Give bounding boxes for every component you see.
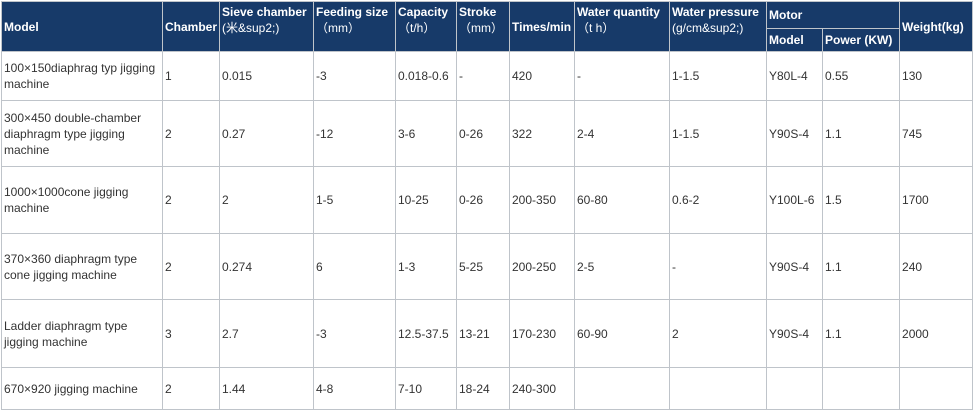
header-water-quantity: Water quantity （t h） — [574, 1, 670, 52]
cell-weight: 1700 — [899, 166, 974, 234]
cell-capacity: 12.5-37.5 — [395, 299, 457, 368]
cell-water-pressure — [669, 367, 767, 410]
cell-model: 300×450 double-chamber diaphragm type ji… — [1, 100, 163, 167]
cell-model: 370×360 diaphragm type cone jigging mach… — [1, 233, 163, 300]
header-times-min: Times/min — [509, 1, 575, 52]
cell-motor-model: Y90S-4 — [766, 100, 823, 167]
cell-stroke: 0-26 — [456, 100, 510, 167]
cell-water-pressure: 1-1.5 — [669, 100, 767, 167]
cell-times-min: 240-300 — [509, 367, 575, 410]
cell-chamber: 2 — [162, 233, 220, 300]
cell-water-quantity: 2-4 — [574, 100, 670, 167]
cell-capacity: 1-3 — [395, 233, 457, 300]
cell-feeding-size: 4-8 — [313, 367, 396, 410]
cell-sieve-chamber: 0.274 — [219, 233, 314, 300]
header-water-pressure-unit: (g/cm&sup2;) — [672, 21, 744, 35]
cell-sieve-chamber: 0.015 — [219, 51, 314, 101]
cell-chamber: 2 — [162, 367, 220, 410]
cell-capacity: 3-6 — [395, 100, 457, 167]
cell-capacity: 7-10 — [395, 367, 457, 410]
cell-water-pressure: - — [669, 233, 767, 300]
table-row: 370×360 diaphragm type cone jigging mach… — [1, 233, 974, 300]
cell-times-min: 170-230 — [509, 299, 575, 368]
header-feeding-size: Feeding size （mm） — [313, 1, 396, 52]
cell-stroke: 5-25 — [456, 233, 510, 300]
cell-weight: 240 — [899, 233, 974, 300]
cell-motor-power: 1.1 — [821, 299, 901, 368]
cell-motor-model: Y90S-4 — [766, 233, 823, 300]
header-water-quantity-unit: （t h） — [577, 21, 615, 35]
cell-stroke: 13-21 — [456, 299, 510, 368]
cell-water-quantity: 60-90 — [574, 299, 670, 368]
cell-water-quantity: - — [574, 51, 670, 101]
cell-model: 100×150diaphrag typ jigging machine — [1, 51, 163, 101]
cell-motor-model: Y100L-6 — [766, 166, 823, 234]
cell-sieve-chamber: 1.44 — [219, 367, 314, 410]
cell-model: 1000×1000cone jigging machine — [1, 166, 163, 234]
cell-water-quantity: 60-80 — [574, 166, 670, 234]
header-weight: Weight(kg) — [899, 1, 974, 52]
cell-model: Ladder diaphragm type jigging machine — [1, 299, 163, 368]
table-row: 300×450 double-chamber diaphragm type ji… — [1, 100, 974, 167]
header-capacity: Capacity （t/h） — [395, 1, 457, 52]
header-sieve-chamber-unit: (米&sup2;) — [222, 21, 280, 35]
cell-motor-power: 1.1 — [821, 233, 901, 300]
cell-weight: 130 — [899, 51, 974, 101]
cell-weight — [899, 367, 974, 410]
cell-water-pressure: 2 — [669, 299, 767, 368]
cell-feeding-size: -3 — [313, 299, 396, 368]
header-motor-power: Power (KW) — [821, 28, 901, 52]
cell-chamber: 2 — [162, 100, 220, 167]
header-water-pressure: Water pressure (g/cm&sup2;) — [669, 1, 767, 52]
cell-sieve-chamber: 2 — [219, 166, 314, 234]
cell-feeding-size: -3 — [313, 51, 396, 101]
cell-water-quantity: 2-5 — [574, 233, 670, 300]
cell-water-pressure: 1-1.5 — [669, 51, 767, 101]
header-model: Model — [1, 1, 163, 52]
cell-model: 670×920 jigging machine — [1, 367, 163, 410]
cell-water-quantity — [574, 367, 670, 410]
cell-sieve-chamber: 0.27 — [219, 100, 314, 167]
cell-sieve-chamber: 2.7 — [219, 299, 314, 368]
header-sieve-chamber: Sieve chamber (米&sup2;) — [219, 1, 314, 52]
cell-chamber: 2 — [162, 166, 220, 234]
cell-feeding-size: 1-5 — [313, 166, 396, 234]
table-row: 670×920 jigging machine 2 1.44 4-8 7-10 … — [1, 367, 974, 410]
cell-feeding-size: -12 — [313, 100, 396, 167]
cell-motor-power: 1.5 — [821, 166, 901, 234]
header-capacity-unit: （t/h） — [398, 21, 436, 35]
cell-stroke: 18-24 — [456, 367, 510, 410]
header-motor: Motor — [765, 1, 901, 29]
cell-stroke: - — [456, 51, 510, 101]
cell-motor-power: 0.55 — [821, 51, 901, 101]
cell-weight: 745 — [899, 100, 974, 167]
cell-capacity: 0.018-0.6 — [395, 51, 457, 101]
table-row: 1000×1000cone jigging machine 2 2 1-5 10… — [1, 166, 974, 234]
cell-times-min: 322 — [509, 100, 575, 167]
cell-motor-model: Y90S-4 — [766, 299, 823, 368]
table-row: 100×150diaphrag typ jigging machine 1 0.… — [1, 51, 974, 101]
cell-motor-power: 1.1 — [821, 100, 901, 167]
header-stroke: Stroke （mm） — [456, 1, 510, 52]
cell-water-pressure: 0.6-2 — [669, 166, 767, 234]
cell-motor-power — [821, 367, 901, 410]
cell-times-min: 200-350 — [509, 166, 575, 234]
table-row: Ladder diaphragm type jigging machine 3 … — [1, 299, 974, 368]
cell-chamber: 1 — [162, 51, 220, 101]
cell-feeding-size: 6 — [313, 233, 396, 300]
cell-motor-model — [766, 367, 823, 410]
cell-motor-model: Y80L-4 — [766, 51, 823, 101]
cell-times-min: 200-250 — [509, 233, 575, 300]
cell-capacity: 10-25 — [395, 166, 457, 234]
cell-times-min: 420 — [509, 51, 575, 101]
header-motor-model: Model — [766, 28, 823, 52]
cell-weight: 2000 — [899, 299, 974, 368]
cell-stroke: 0-26 — [456, 166, 510, 234]
cell-chamber: 3 — [162, 299, 220, 368]
header-chamber: Chamber — [162, 1, 220, 52]
header-feeding-size-unit: （mm） — [316, 21, 360, 35]
header-stroke-unit: （mm） — [459, 21, 503, 35]
